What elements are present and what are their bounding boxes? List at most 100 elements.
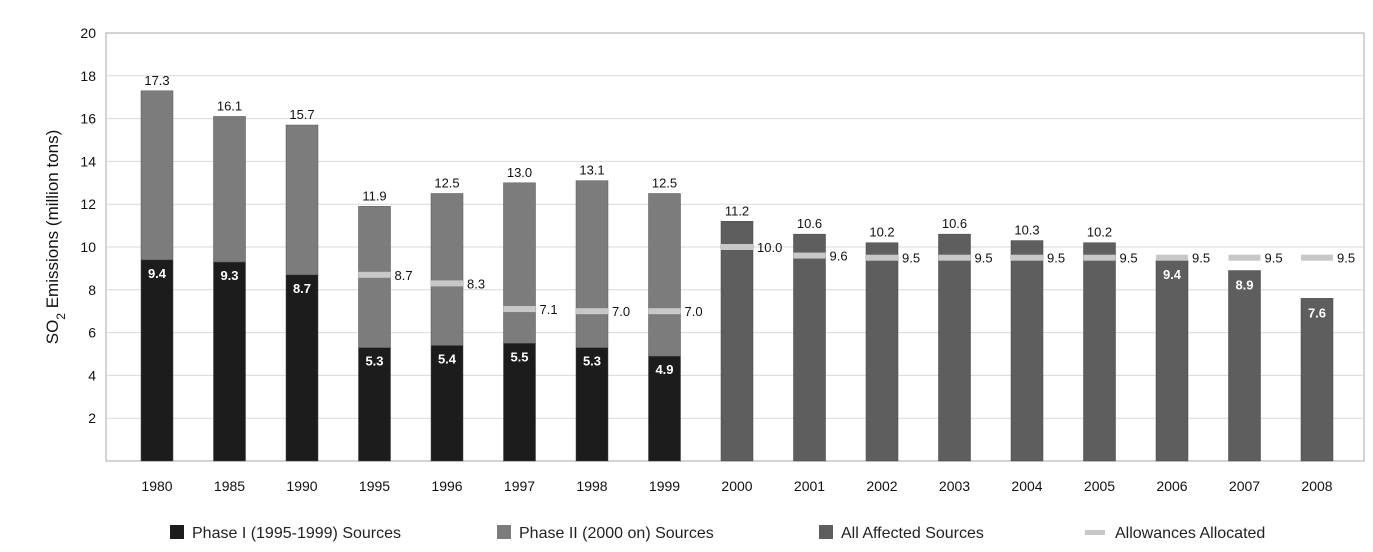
bar-phase2 bbox=[430, 193, 464, 346]
y-tick-label: 20 bbox=[80, 25, 96, 41]
bar-phase2 bbox=[575, 180, 609, 348]
x-tick-label: 2002 bbox=[866, 478, 897, 494]
data-label-phase1: 9.4 bbox=[148, 266, 167, 281]
y-axis-title: SO2 Emissions (million tons) bbox=[43, 130, 68, 345]
x-tick-label: 2003 bbox=[939, 478, 970, 494]
data-label-allowance: 7.0 bbox=[685, 304, 703, 319]
allowance-marker bbox=[1011, 254, 1043, 261]
y-axis-title-prefix: SO bbox=[43, 320, 62, 345]
bar-all-affected bbox=[1300, 298, 1334, 462]
allowance-marker bbox=[1301, 254, 1333, 261]
bar-all-affected bbox=[1010, 240, 1044, 462]
legend-label-phase2: Phase II (2000 on) Sources bbox=[519, 525, 714, 542]
data-label-allowance: 9.5 bbox=[1192, 251, 1210, 266]
bar-phase1 bbox=[430, 345, 464, 462]
legend-label-all: All Affected Sources bbox=[841, 525, 984, 542]
bar-phase1 bbox=[285, 274, 319, 462]
bar-phase1 bbox=[213, 261, 246, 462]
data-label-total: 11.2 bbox=[725, 203, 749, 218]
x-tick-label: 2001 bbox=[794, 478, 825, 494]
data-label-total: 12.5 bbox=[652, 176, 677, 191]
data-label-allowance: 8.3 bbox=[467, 276, 485, 291]
legend-label-phase1: Phase I (1995-1999) Sources bbox=[192, 525, 401, 542]
legend-swatch-phase2 bbox=[497, 525, 511, 539]
legend-swatch-phase1 bbox=[170, 525, 184, 539]
y-tick-label: 18 bbox=[80, 68, 96, 84]
allowance-marker bbox=[1083, 254, 1116, 261]
allowance-marker bbox=[503, 306, 536, 313]
bar-phase2 bbox=[648, 193, 681, 357]
x-tick-label: 1995 bbox=[359, 478, 390, 494]
data-label-total: 10.2 bbox=[869, 225, 894, 240]
x-tick-label: 1996 bbox=[431, 478, 462, 494]
data-label-total: 15.7 bbox=[289, 107, 314, 122]
data-label-phase1: 5.3 bbox=[365, 354, 383, 369]
bars bbox=[140, 90, 1334, 462]
x-tick-label: 2004 bbox=[1011, 478, 1042, 494]
allowance-marker bbox=[576, 308, 608, 315]
x-tick-label: 2007 bbox=[1229, 478, 1260, 494]
data-label-allowance: 9.5 bbox=[1047, 251, 1065, 266]
bar-phase2 bbox=[213, 116, 246, 263]
data-label-allowance: 9.5 bbox=[902, 251, 920, 266]
allowance-marker bbox=[721, 244, 753, 250]
x-tick-label: 2000 bbox=[721, 478, 752, 494]
x-tick-label: 2005 bbox=[1084, 478, 1115, 494]
data-label-total: 13.1 bbox=[579, 163, 604, 178]
bar-phase2 bbox=[285, 124, 319, 276]
data-label-all-affected: 7.6 bbox=[1308, 305, 1326, 320]
data-label-total: 10.6 bbox=[942, 216, 967, 231]
data-label-allowance: 7.0 bbox=[612, 304, 630, 319]
bar-all-affected bbox=[938, 233, 971, 462]
legend: Phase I (1995-1999) Sources Phase II (200… bbox=[170, 525, 1265, 542]
y-tick-label: 6 bbox=[88, 325, 96, 341]
bar-all-affected bbox=[1155, 259, 1189, 462]
allowance-marker bbox=[1156, 254, 1188, 261]
x-tick-label: 1990 bbox=[286, 478, 317, 494]
x-tick-label: 2006 bbox=[1156, 478, 1187, 494]
allowance-marker bbox=[1228, 254, 1261, 261]
y-tick-label: 4 bbox=[88, 367, 96, 383]
x-tick-label: 1997 bbox=[504, 478, 535, 494]
allowance-marker bbox=[866, 254, 898, 261]
allowance-marker bbox=[648, 308, 681, 315]
data-label-total: 16.1 bbox=[217, 98, 242, 113]
allowance-marker bbox=[938, 254, 971, 261]
y-tick-label: 2 bbox=[88, 410, 96, 426]
bar-phase1 bbox=[358, 347, 391, 462]
bar-all-affected bbox=[720, 221, 754, 462]
data-label-all-affected: 9.4 bbox=[1163, 267, 1182, 282]
x-tick-label: 1985 bbox=[214, 478, 245, 494]
data-label-phase1: 5.3 bbox=[583, 354, 601, 369]
data-label-allowance: 9.5 bbox=[1265, 251, 1283, 266]
x-tick-label: 1999 bbox=[649, 478, 680, 494]
bar-all-affected bbox=[865, 242, 899, 462]
data-label-total: 12.5 bbox=[434, 176, 459, 191]
bar-all-affected bbox=[793, 233, 826, 462]
legend-label-allowance: Allowances Allocated bbox=[1115, 525, 1265, 542]
data-label-phase1: 5.5 bbox=[510, 349, 528, 364]
data-label-phase1: 5.4 bbox=[438, 351, 457, 366]
y-tick-label: 14 bbox=[80, 153, 96, 169]
x-tick-label: 2008 bbox=[1301, 478, 1332, 494]
allowance-markers bbox=[358, 244, 1333, 315]
legend-swatch-all bbox=[819, 525, 833, 539]
data-label-allowance: 9.5 bbox=[1337, 251, 1355, 266]
y-tick-label: 16 bbox=[80, 111, 96, 127]
y-tick-label: 8 bbox=[88, 282, 96, 298]
bar-all-affected bbox=[1228, 270, 1261, 462]
data-label-all-affected: 8.9 bbox=[1235, 278, 1253, 293]
allowance-marker bbox=[793, 252, 826, 259]
bar-phase1 bbox=[503, 343, 536, 462]
bar-phase2 bbox=[140, 90, 174, 261]
data-label-allowance: 9.5 bbox=[975, 251, 993, 266]
data-label-allowance: 8.7 bbox=[395, 268, 413, 283]
y-tick-label: 10 bbox=[80, 239, 96, 255]
data-label-total: 10.2 bbox=[1087, 225, 1112, 240]
data-labels: 9.4 17.3 9.3 16.1 8.7 15.7 5.3 8.7 11.9 5.4 8.3 12.… bbox=[144, 73, 1355, 377]
allowance-marker bbox=[358, 271, 391, 278]
bar-phase1 bbox=[575, 347, 609, 462]
data-label-allowance: 9.5 bbox=[1120, 251, 1138, 266]
